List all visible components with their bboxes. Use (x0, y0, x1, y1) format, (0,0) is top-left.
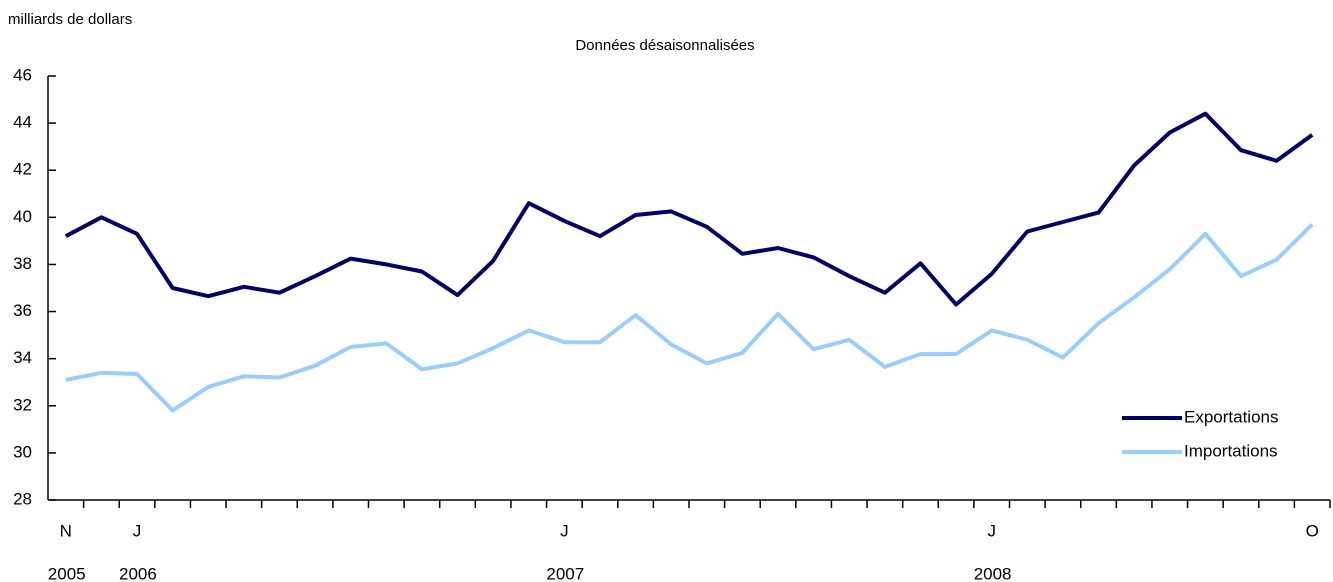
x-tick-label: J (560, 521, 569, 540)
x-tick-label: J (133, 521, 142, 540)
y-tick-label: 34 (13, 348, 32, 367)
x-tick-label: J (987, 521, 996, 540)
y-tick-label: 36 (13, 301, 32, 320)
legend-label: Exportations (1184, 407, 1279, 426)
x-year-label: 2008 (974, 564, 1012, 582)
x-tick-label: N (60, 521, 72, 540)
y-tick-label: 46 (13, 65, 32, 84)
y-tick-label: 42 (13, 160, 32, 179)
series-line (65, 222, 1314, 413)
x-year-label: 2006 (119, 564, 157, 582)
y-tick-label: 40 (13, 207, 32, 226)
y-tick-label: 30 (13, 442, 32, 461)
y-tick-label: 32 (13, 395, 32, 414)
y-tick-label: 28 (13, 489, 32, 508)
series-line (64, 111, 1314, 307)
y-axis-label: milliards de dollars (8, 11, 132, 28)
y-tick-label: 44 (13, 113, 32, 132)
x-year-label: 2005 (48, 564, 86, 582)
x-year-label: 2007 (546, 564, 584, 582)
chart-subtitle: Données désaisonnalisées (575, 37, 754, 54)
x-tick-label: O (1306, 521, 1319, 540)
legend-label: Importations (1184, 441, 1278, 460)
y-tick-label: 38 (13, 254, 32, 273)
